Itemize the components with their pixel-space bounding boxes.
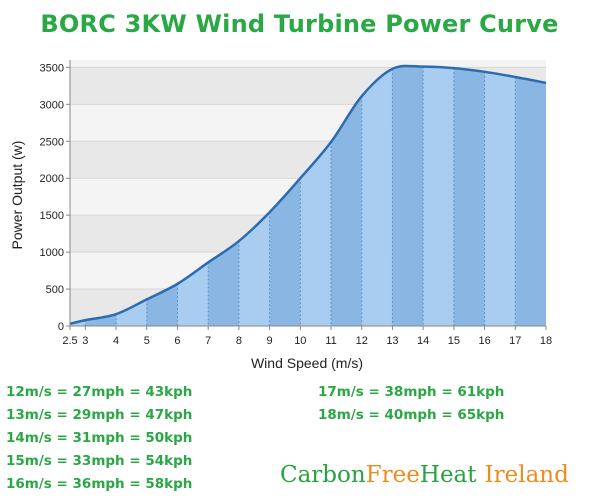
speed-conversion: 16m/s = 36mph = 58kph <box>6 476 193 492</box>
x-tick-label: 2.5 <box>62 335 77 347</box>
x-tick-label: 5 <box>144 335 150 347</box>
area-band <box>423 66 454 326</box>
y-axis-label: Power Output (w) <box>9 141 25 250</box>
speed-conversion: 17m/s = 38mph = 61kph <box>318 384 505 400</box>
power-curve-line <box>69 64 547 325</box>
area-band <box>484 71 516 326</box>
speed-conversion: 18m/s = 40mph = 65kph <box>318 407 505 423</box>
brand-part-carbon: Carbon <box>280 462 366 488</box>
power-curve-chart: 0 500 1000 1500 2000 2500 3000 3500 2.5 3 4 5 6 7 8 9 1… <box>9 60 552 371</box>
x-tick-label: 14 <box>417 335 429 347</box>
x-tick-label: 18 <box>540 335 552 347</box>
x-tick-label: 4 <box>113 335 119 347</box>
x-tick-label: 17 <box>509 335 521 347</box>
y-tick-labels: 0 500 1000 1500 2000 2500 3000 3500 <box>40 62 70 333</box>
x-tick-label: 9 <box>267 335 273 347</box>
speed-conversion: 13m/s = 29mph = 47kph <box>6 407 193 423</box>
x-tick-label: 12 <box>356 335 368 347</box>
chart-title: BORC 3KW Wind Turbine Power Curve <box>40 10 559 38</box>
x-tick-labels: 2.5 3 4 5 6 7 8 9 10 11 12 13 14 15 16 17 18 <box>62 326 552 347</box>
x-tick-label: 15 <box>448 335 460 347</box>
x-tick-label: 11 <box>325 335 336 347</box>
x-tick-label: 3 <box>82 335 88 347</box>
area-band <box>392 65 424 326</box>
brand-logo: CarbonFreeHeat Ireland <box>280 462 569 488</box>
x-tick-label: 16 <box>478 335 490 347</box>
area-bands <box>70 65 546 327</box>
speed-conversion: 14m/s = 31mph = 50kph <box>6 430 193 446</box>
x-tick-label: 10 <box>294 335 306 347</box>
area-band <box>146 283 178 326</box>
y-tick-label: 0 <box>58 321 64 333</box>
area-band <box>331 96 362 327</box>
speed-conversion: 15m/s = 33mph = 54kph <box>6 453 193 469</box>
area-band <box>515 76 546 326</box>
speed-conversion: 12m/s = 27mph = 43kph <box>6 384 193 400</box>
brand-part-free: Free <box>365 462 420 488</box>
area-band <box>300 142 332 326</box>
series-line <box>69 64 547 325</box>
y-tick-label: 3000 <box>40 99 64 111</box>
y-tick-label: 2500 <box>40 136 64 148</box>
y-tick-label: 1500 <box>40 210 64 222</box>
y-tick-label: 500 <box>46 284 64 296</box>
y-tick-label: 1000 <box>40 247 64 259</box>
x-tick-label: 13 <box>386 335 398 347</box>
brand-part-ireland: Ireland <box>484 462 569 488</box>
x-tick-label: 6 <box>174 335 180 347</box>
area-band <box>208 241 239 326</box>
y-tick-label: 3500 <box>40 62 64 74</box>
area-band <box>361 68 393 327</box>
x-tick-label: 7 <box>205 335 211 347</box>
area-band <box>453 68 485 326</box>
x-axis-label: Wind Speed (m/s) <box>251 355 363 371</box>
x-tick-label: 8 <box>236 335 242 347</box>
area-band <box>177 262 209 326</box>
y-tick-label: 2000 <box>40 173 64 185</box>
area-band <box>269 178 301 326</box>
brand-part-heat: Heat <box>419 462 477 488</box>
area-band <box>238 212 270 326</box>
area-band <box>116 299 147 326</box>
